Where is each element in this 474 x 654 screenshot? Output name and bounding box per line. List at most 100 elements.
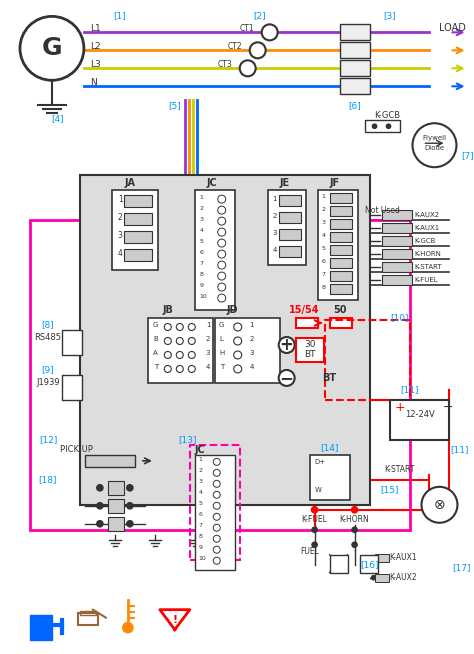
Text: Diode: Diode <box>424 145 445 151</box>
Bar <box>296 318 318 328</box>
Bar <box>318 190 357 300</box>
Bar <box>30 615 52 640</box>
Text: 8: 8 <box>322 284 326 290</box>
Circle shape <box>218 250 226 258</box>
Text: G: G <box>153 322 158 328</box>
Bar <box>108 481 124 495</box>
Text: 1: 1 <box>118 195 123 203</box>
Text: ⊗: ⊗ <box>434 498 445 512</box>
Circle shape <box>164 366 171 372</box>
Text: K-GCB: K-GCB <box>374 111 401 120</box>
Text: LOAD: LOAD <box>439 24 466 33</box>
Bar <box>329 193 352 203</box>
Text: N: N <box>90 78 97 87</box>
Text: JF: JF <box>329 178 340 188</box>
Circle shape <box>127 485 133 490</box>
Text: 6: 6 <box>199 512 203 517</box>
Circle shape <box>213 546 220 553</box>
Circle shape <box>97 485 103 490</box>
Circle shape <box>218 239 226 247</box>
Text: 2: 2 <box>322 207 326 212</box>
Circle shape <box>412 123 456 167</box>
Circle shape <box>279 337 295 353</box>
Circle shape <box>352 542 357 547</box>
Circle shape <box>123 623 133 632</box>
Text: [16]: [16] <box>360 560 379 569</box>
Circle shape <box>218 283 226 291</box>
Circle shape <box>188 324 195 330</box>
Text: L1: L1 <box>90 24 100 33</box>
Circle shape <box>213 525 220 531</box>
Circle shape <box>262 24 278 41</box>
Text: A: A <box>154 350 158 356</box>
Circle shape <box>234 365 242 373</box>
Bar <box>279 246 301 257</box>
Bar <box>124 231 152 243</box>
Bar <box>195 190 235 310</box>
Text: 7: 7 <box>322 271 326 277</box>
Text: 10: 10 <box>199 556 207 561</box>
Circle shape <box>312 527 317 532</box>
Text: T: T <box>219 364 224 370</box>
Circle shape <box>421 487 457 523</box>
Text: L3: L3 <box>90 60 100 69</box>
Text: 4: 4 <box>200 228 204 233</box>
Bar <box>124 213 152 225</box>
Bar <box>374 554 389 562</box>
Text: G: G <box>219 322 224 328</box>
Circle shape <box>234 351 242 359</box>
Text: Flywell: Flywell <box>422 135 447 141</box>
Circle shape <box>97 503 103 509</box>
Circle shape <box>213 557 220 564</box>
Text: [1]: [1] <box>113 11 126 20</box>
Text: JD: JD <box>227 305 238 315</box>
Text: 7: 7 <box>200 260 204 266</box>
Text: !: ! <box>172 615 177 625</box>
Circle shape <box>176 337 183 345</box>
Bar <box>329 245 352 255</box>
Text: H: H <box>219 350 224 356</box>
Bar <box>148 318 213 383</box>
Bar <box>339 43 370 58</box>
Circle shape <box>279 370 295 386</box>
Circle shape <box>234 323 242 331</box>
Circle shape <box>188 366 195 372</box>
Text: 2: 2 <box>200 205 204 211</box>
Bar <box>34 627 48 634</box>
Text: 6: 6 <box>200 250 204 254</box>
Bar <box>279 195 301 206</box>
Text: 8: 8 <box>200 271 204 277</box>
Bar <box>30 220 410 530</box>
Circle shape <box>372 576 375 579</box>
Bar <box>80 175 370 505</box>
Text: [14]: [14] <box>320 443 339 453</box>
Text: 3: 3 <box>250 350 254 356</box>
Text: 5: 5 <box>199 501 203 506</box>
Text: 4: 4 <box>118 249 123 258</box>
Bar <box>62 375 82 400</box>
Circle shape <box>188 351 195 358</box>
Bar <box>329 271 352 281</box>
Text: K-HORN: K-HORN <box>414 251 441 257</box>
Circle shape <box>218 294 226 302</box>
Bar <box>62 330 82 355</box>
Text: 3: 3 <box>322 220 326 224</box>
Text: 5: 5 <box>322 246 326 250</box>
Bar <box>329 232 352 242</box>
Text: 7: 7 <box>199 523 203 528</box>
Bar <box>279 229 301 240</box>
Circle shape <box>213 458 220 466</box>
Text: K-GCB: K-GCB <box>414 238 436 244</box>
Text: D+: D+ <box>315 459 326 465</box>
Text: 3: 3 <box>273 230 277 236</box>
Text: 3: 3 <box>206 350 210 356</box>
Circle shape <box>250 43 266 58</box>
Bar <box>78 613 98 625</box>
Circle shape <box>218 228 226 236</box>
Text: FUEL: FUEL <box>300 547 319 557</box>
Bar <box>124 249 152 261</box>
Circle shape <box>213 535 220 542</box>
Circle shape <box>20 16 84 80</box>
Text: JC: JC <box>194 445 205 455</box>
Text: 50: 50 <box>333 305 346 315</box>
